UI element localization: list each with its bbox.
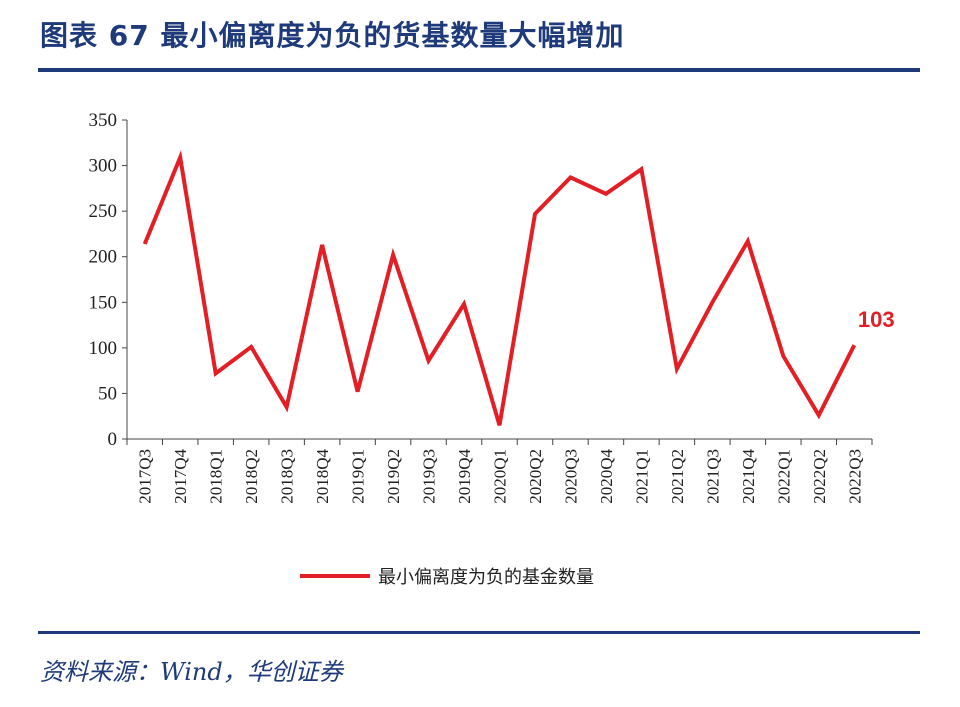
x-tick-label: 2021Q4 — [739, 449, 758, 504]
x-tick-label: 2020Q3 — [561, 449, 580, 504]
x-tick-label: 2018Q1 — [207, 449, 226, 504]
x-tick-label: 2019Q1 — [349, 449, 368, 504]
source-note: 资料来源：Wind，华创证券 — [40, 658, 343, 686]
x-tick-label: 2019Q2 — [384, 449, 403, 504]
chart-title: 图表 67 最小偏离度为负的货基数量大幅增加 — [40, 19, 625, 52]
y-tick-label: 50 — [98, 383, 117, 404]
x-tick-label: 2017Q3 — [136, 449, 155, 504]
x-tick-label: 2018Q3 — [278, 449, 297, 504]
x-tick-label: 2022Q1 — [774, 449, 793, 504]
value-annotation: 103 — [858, 307, 895, 332]
y-tick-label: 200 — [89, 247, 118, 268]
legend-label: 最小偏离度为负的基金数量 — [378, 567, 594, 588]
x-tick-label: 2019Q3 — [420, 449, 439, 504]
y-tick-label: 250 — [89, 201, 118, 222]
x-tick-label: 2018Q4 — [313, 449, 332, 504]
x-tick-label: 2020Q1 — [491, 449, 510, 504]
x-tick-label: 2021Q2 — [668, 449, 687, 504]
x-tick-label: 2020Q2 — [526, 449, 545, 504]
x-tick-label: 2020Q4 — [597, 449, 616, 504]
x-tick-label: 2019Q4 — [455, 449, 474, 504]
x-tick-label: 2022Q3 — [845, 449, 864, 504]
bottom-rule — [38, 631, 920, 634]
top-rule — [38, 68, 920, 72]
x-tick-label: 2021Q3 — [703, 449, 722, 504]
series-line — [142, 150, 857, 426]
y-tick-label: 100 — [89, 338, 118, 359]
x-tick-label: 2018Q2 — [242, 449, 261, 504]
x-tick-label: 2021Q1 — [632, 449, 651, 504]
x-tick-label: 2017Q4 — [171, 449, 190, 504]
x-tick-label: 2022Q2 — [810, 449, 829, 504]
y-tick-label: 300 — [89, 156, 118, 177]
y-tick-label: 350 — [89, 110, 118, 131]
y-tick-label: 150 — [89, 292, 118, 313]
y-tick-label: 0 — [108, 429, 118, 450]
